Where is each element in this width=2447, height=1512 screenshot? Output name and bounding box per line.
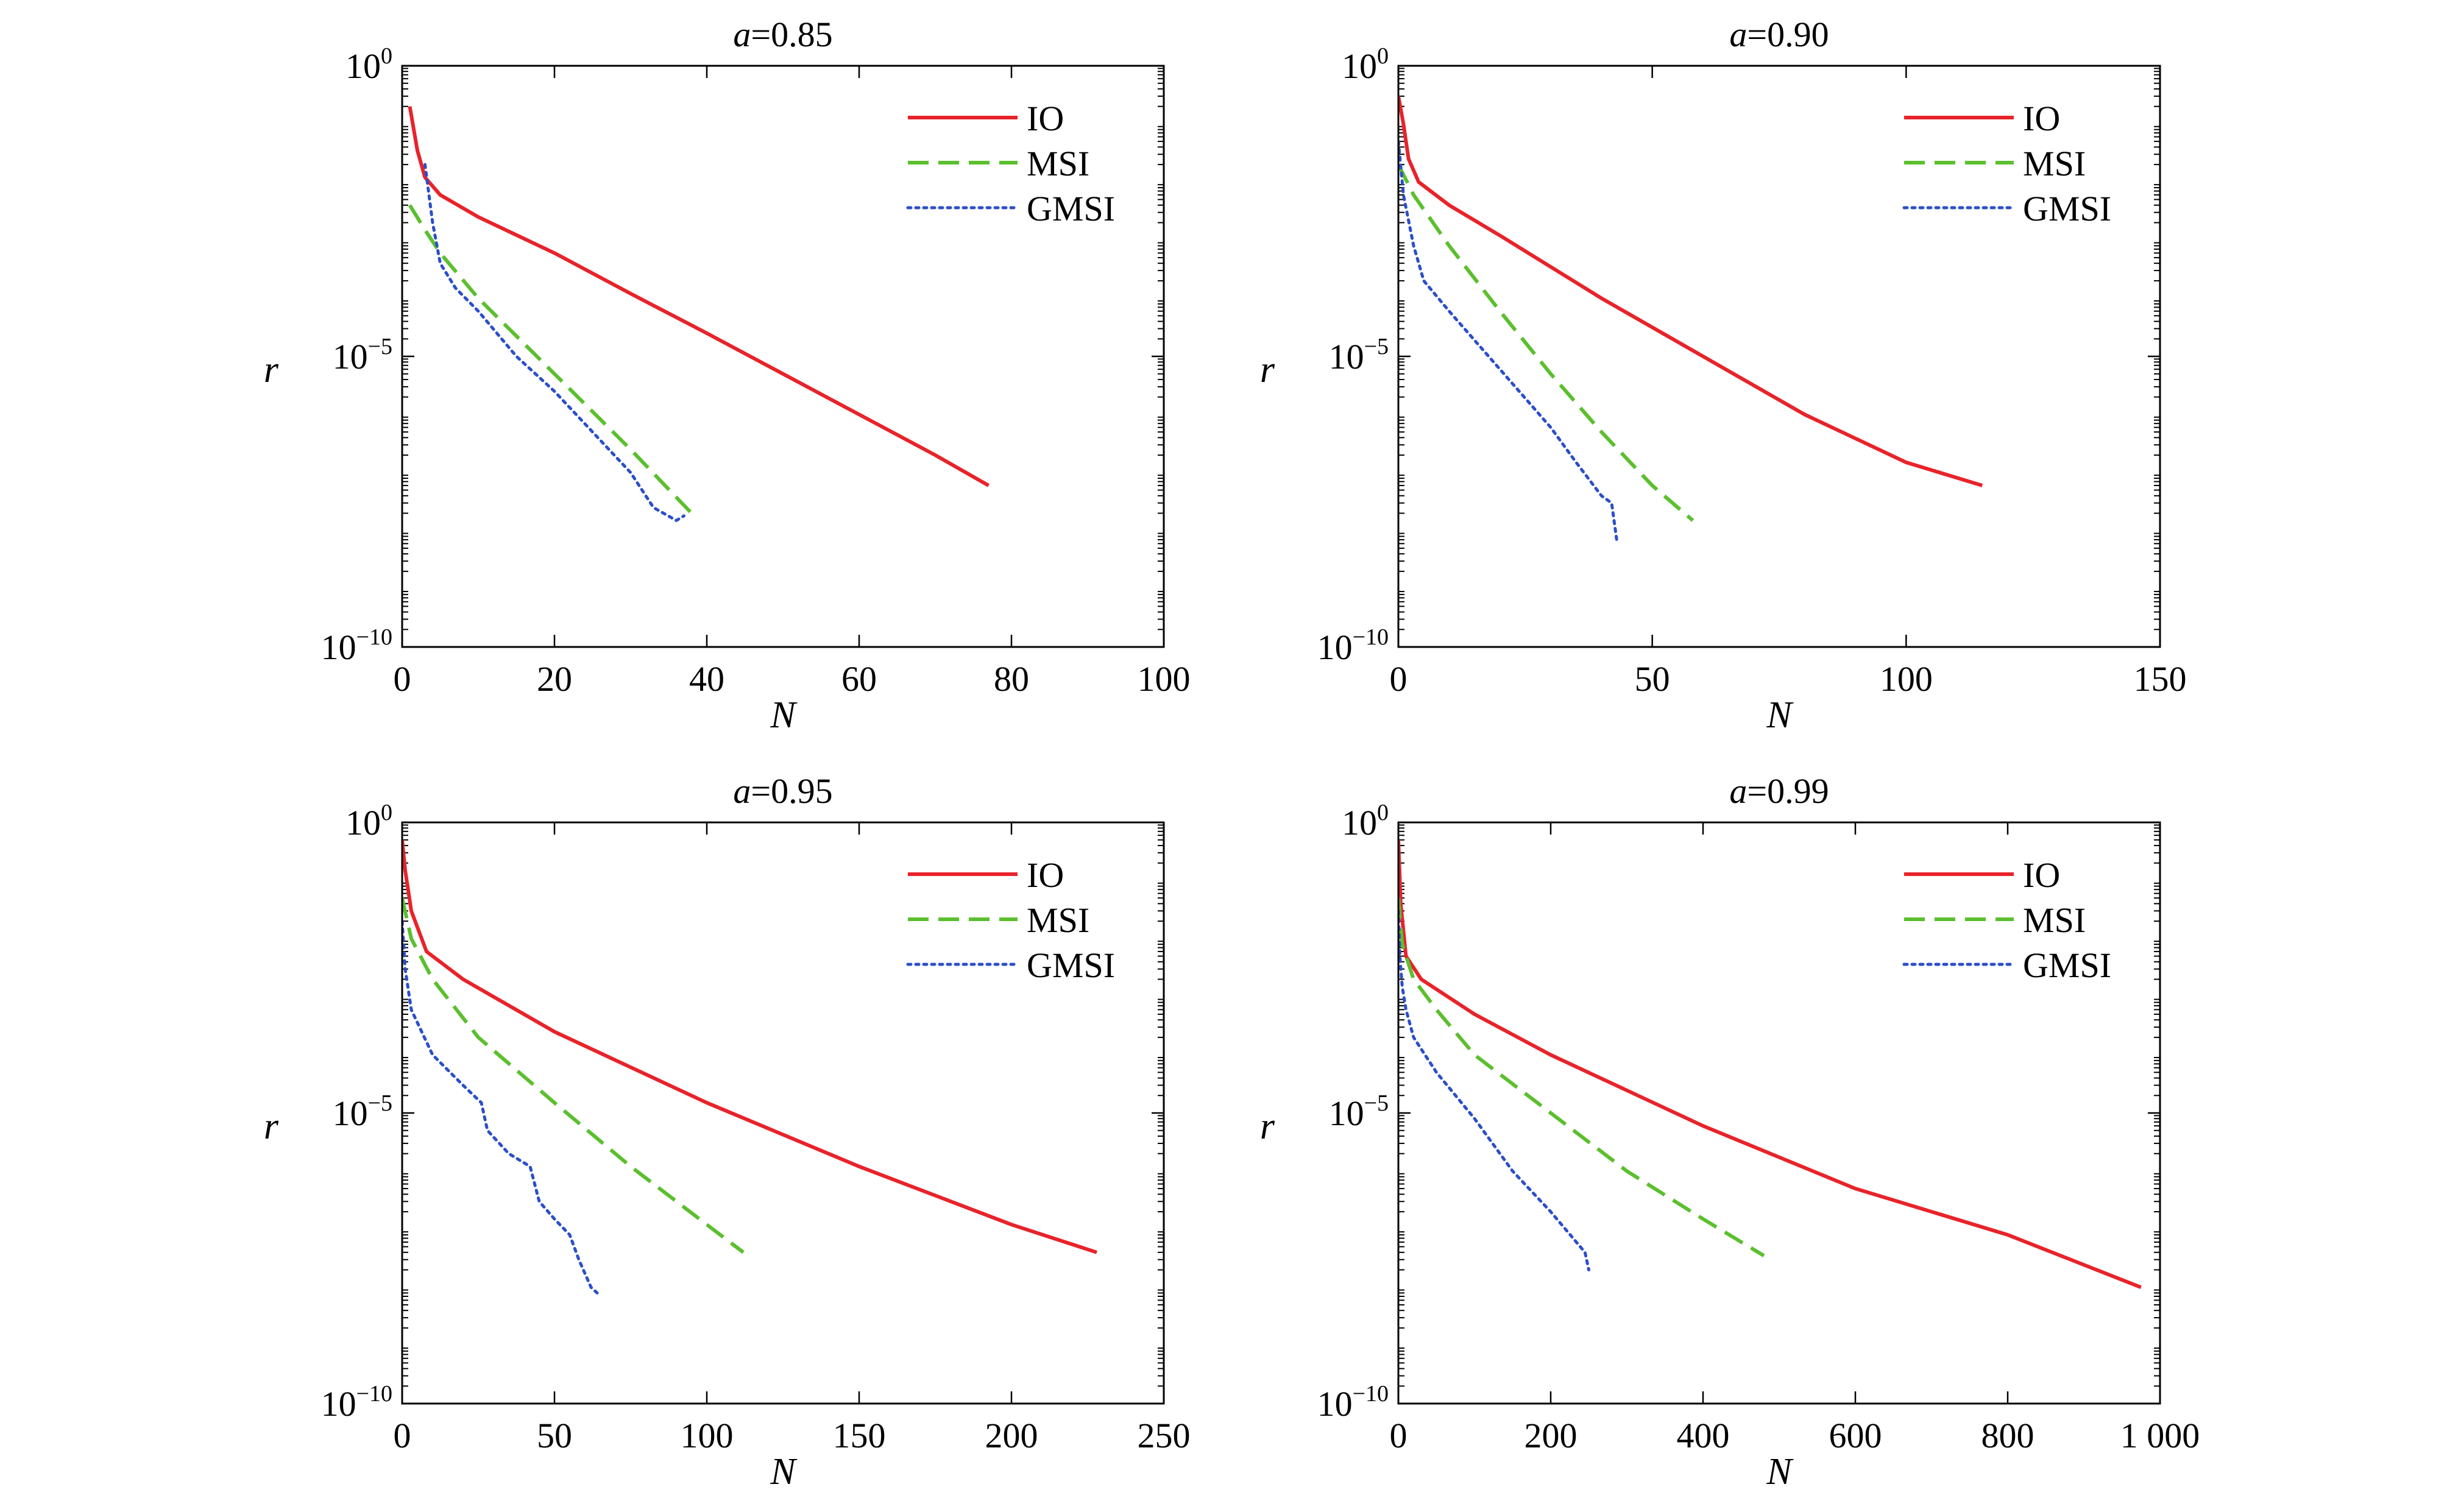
x-tick-label: 250: [1138, 1416, 1191, 1455]
legend-label: IO: [2023, 855, 2060, 895]
series-line-msi: [1398, 163, 1694, 522]
x-tick-label: 150: [833, 1416, 886, 1455]
y-axis-label: r: [1260, 349, 1275, 390]
series-line-gmsi: [1398, 140, 1618, 542]
legend-label: MSI: [2023, 144, 2086, 183]
axes-frame: [401, 821, 1165, 1405]
chart-title: a=0.85: [733, 15, 832, 54]
chart-panel-4: a=0.99 100 10−5 10−100 200 400 600 800 1 000 Nr IO…: [1260, 771, 2200, 1493]
x-tick-label: 0: [394, 1416, 411, 1455]
axes-frame: [401, 65, 1165, 648]
chart-title: a=0.90: [1729, 15, 1829, 54]
series-group: [408, 106, 990, 522]
x-tick-label: 50: [537, 1416, 572, 1455]
x-tick-label: 200: [985, 1416, 1038, 1455]
x-tick-label: 100: [1880, 659, 1933, 699]
legend-label: MSI: [1027, 900, 1089, 940]
y-tick-label: 10−10: [1317, 1381, 1389, 1424]
legend: IO MSI GMSI: [1902, 99, 2111, 228]
x-tick-label: 150: [2134, 659, 2187, 699]
series-line-io: [402, 839, 1097, 1254]
x-tick-label: 200: [1525, 1416, 1578, 1455]
x-axis-label: N: [770, 1451, 798, 1493]
x-tick-label: 100: [1138, 659, 1191, 699]
x-tick-label: 0: [1390, 659, 1408, 699]
series-line-io: [1398, 839, 2142, 1289]
series-line-gmsi: [1398, 909, 1590, 1271]
x-tick-label: 1 000: [2120, 1416, 2200, 1455]
axes-frame: [1397, 65, 2161, 648]
series-line-msi: [402, 897, 745, 1254]
series-line-io: [1398, 96, 1983, 487]
y-tick-label: 100: [345, 43, 392, 86]
x-tick-label: 40: [689, 659, 724, 699]
series-line-io: [408, 106, 990, 487]
y-tick-label: 10−5: [333, 1090, 392, 1133]
x-axis-label: N: [1766, 694, 1794, 736]
x-axis-label: N: [770, 694, 798, 736]
y-tick-label: 10−5: [1329, 334, 1389, 376]
legend-label: GMSI: [2023, 945, 2111, 985]
y-tick-label: 10−5: [1329, 1090, 1389, 1133]
y-axis-label: r: [1260, 1106, 1275, 1147]
legend: IO MSI GMSI: [1902, 855, 2111, 985]
y-tick-label: 100: [345, 800, 392, 843]
x-tick-label: 0: [394, 659, 411, 699]
chart-title: a=0.99: [1729, 771, 1829, 811]
legend-label: MSI: [1027, 144, 1089, 183]
legend-label: MSI: [2023, 900, 2086, 940]
y-tick-label: 10−10: [321, 1381, 392, 1424]
y-axis-label: r: [264, 1106, 279, 1147]
x-tick-label: 600: [1829, 1416, 1882, 1455]
series-group: [1398, 839, 2142, 1289]
chart-panel-1: a=0.85 100 10−5 10−100 20 40 60 80 100 Nr IO MSI GMS…: [264, 15, 1191, 736]
axes-frame: [1397, 821, 2161, 1405]
x-tick-label: 80: [994, 659, 1029, 699]
chart-panel-2: a=0.90 100 10−5 10−100 50 100 150 Nr IO MSI GMSI: [1260, 15, 2187, 736]
x-tick-label: 20: [537, 659, 572, 699]
y-tick-label: 10−10: [321, 624, 392, 667]
x-tick-label: 60: [841, 659, 877, 699]
x-tick-label: 50: [1635, 659, 1670, 699]
legend-label: GMSI: [1027, 945, 1115, 985]
y-tick-label: 10−5: [333, 334, 392, 376]
x-tick-label: 100: [681, 1416, 734, 1455]
x-axis-label: N: [1766, 1451, 1794, 1493]
legend-label: IO: [1027, 99, 1064, 138]
series-group: [402, 839, 1097, 1295]
y-axis-label: r: [264, 349, 279, 390]
legend: IO MSI GMSI: [906, 855, 1115, 985]
legend-label: GMSI: [1027, 189, 1115, 228]
y-tick-label: 100: [1342, 800, 1389, 843]
series-line-gmsi: [423, 163, 685, 522]
x-tick-label: 800: [1981, 1416, 2034, 1455]
series-group: [1398, 96, 1983, 542]
chart-title: a=0.95: [733, 771, 832, 811]
chart-panel-3: a=0.95 100 10−5 10−100 50 100 150 200 250 Nr IO MSI…: [264, 771, 1191, 1493]
series-line-msi: [1398, 897, 1765, 1257]
x-tick-label: 400: [1677, 1416, 1730, 1455]
legend-label: IO: [1027, 855, 1064, 895]
y-tick-label: 100: [1342, 43, 1389, 86]
legend-label: IO: [2023, 99, 2060, 138]
series-line-gmsi: [402, 919, 599, 1295]
y-tick-label: 10−10: [1317, 624, 1389, 667]
x-tick-label: 0: [1390, 1416, 1408, 1455]
legend-label: GMSI: [2023, 189, 2111, 228]
legend: IO MSI GMSI: [906, 99, 1115, 228]
